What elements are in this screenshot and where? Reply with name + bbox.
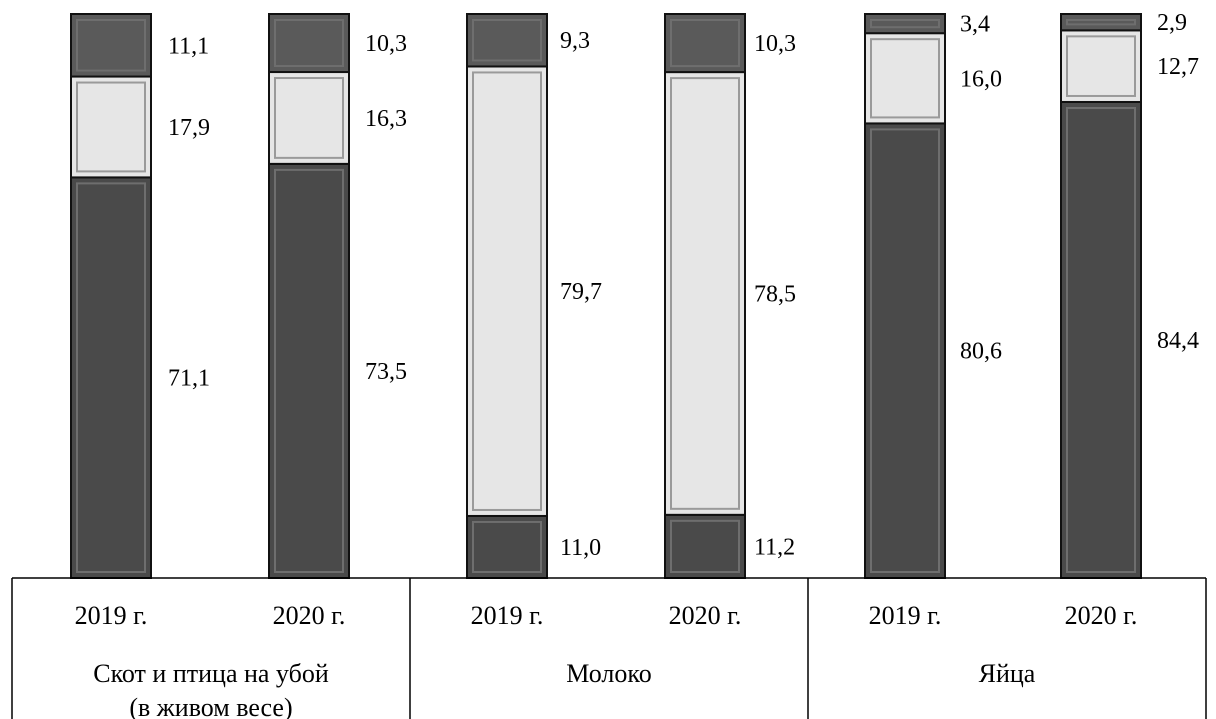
year-label: 2020 г.	[669, 601, 742, 630]
bar-segment	[268, 162, 350, 580]
data-label: 10,3	[365, 31, 407, 57]
year-label: 2019 г.	[869, 601, 942, 630]
bar-segment	[268, 13, 350, 74]
year-label: 2019 г.	[75, 601, 148, 630]
bar-segment	[70, 13, 152, 78]
bar-segment-bevel	[670, 77, 740, 510]
bar-segment-bevel	[670, 519, 740, 573]
bar-segment	[864, 32, 946, 125]
bar-segment-bevel	[472, 19, 542, 62]
bar-segment-bevel	[1066, 35, 1136, 97]
data-label: 9,3	[560, 28, 590, 54]
data-label: 16,3	[365, 106, 407, 132]
bar-segment-bevel	[76, 19, 146, 72]
bar-segment	[664, 71, 746, 516]
bar-segment-bevel	[76, 182, 146, 573]
bar-segment-bevel	[274, 77, 344, 159]
data-label: 73,5	[365, 359, 407, 385]
year-label: 2020 г.	[273, 601, 346, 630]
data-label: 71,1	[168, 366, 210, 392]
data-label: 78,5	[754, 281, 796, 307]
category-label: Скот и птица на убой	[93, 659, 329, 688]
bar-segment	[466, 13, 548, 68]
category-label: (в живом весе)	[129, 693, 292, 719]
bar-segment-bevel	[670, 19, 740, 68]
bar-segment	[466, 65, 548, 517]
bar-segment-bevel	[274, 19, 344, 68]
data-label: 2,9	[1157, 10, 1187, 36]
bar-segment-bevel	[274, 168, 344, 574]
bar-segment	[70, 176, 152, 579]
bar-segment	[268, 71, 350, 165]
data-label: 79,7	[560, 279, 602, 305]
bar-segment-bevel	[870, 19, 940, 29]
data-label: 11,0	[560, 535, 601, 561]
bar-segment	[466, 514, 548, 580]
bar-segment	[1060, 29, 1142, 103]
bar-segment	[864, 13, 946, 35]
data-label: 84,4	[1157, 328, 1199, 354]
bar-segment	[664, 13, 746, 74]
bar-segment-bevel	[1066, 106, 1136, 573]
data-label: 11,1	[168, 33, 209, 59]
bar-segment-bevel	[472, 71, 542, 511]
data-label: 80,6	[960, 339, 1002, 365]
data-label: 17,9	[168, 115, 210, 141]
category-label: Молоко	[566, 659, 651, 688]
bar-segment-bevel	[870, 128, 940, 574]
bar-segment	[664, 513, 746, 579]
bar-segment	[1060, 13, 1142, 32]
data-label: 16,0	[960, 66, 1002, 92]
year-label: 2020 г.	[1065, 601, 1138, 630]
data-label: 10,3	[754, 31, 796, 57]
year-label: 2019 г.	[471, 601, 544, 630]
category-label: Яйца	[979, 659, 1036, 688]
data-label: 3,4	[960, 12, 990, 38]
bar-segment-bevel	[870, 38, 940, 119]
bar-segment	[864, 122, 946, 580]
bar-segment	[1060, 100, 1142, 579]
data-label: 12,7	[1157, 54, 1199, 80]
data-label: 11,2	[754, 534, 795, 560]
bar-segment-bevel	[76, 81, 146, 173]
bar-segment	[70, 75, 152, 179]
bar-segment-bevel	[472, 520, 542, 574]
bar-segment-bevel	[1066, 19, 1136, 26]
